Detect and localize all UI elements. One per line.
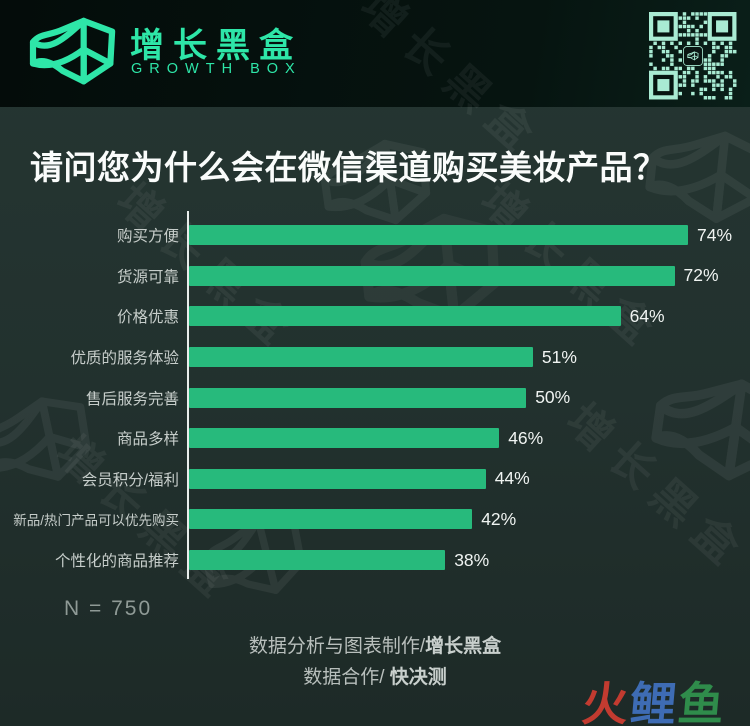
bar-track: 46% xyxy=(189,428,543,449)
value-label: 64% xyxy=(629,305,665,326)
bar xyxy=(189,306,621,327)
bar-track: 38% xyxy=(189,550,489,571)
bar-row: 价格优惠 64% xyxy=(0,296,750,337)
category-label: 优质的服务体验 xyxy=(70,350,179,368)
brand-name-cn: 增长黑盒 xyxy=(130,27,302,65)
bar-track: 72% xyxy=(189,265,719,286)
site-watermark-char: 火 xyxy=(579,678,631,726)
category-label: 购买方便 xyxy=(116,228,179,246)
sample-size-note: N = 750 xyxy=(64,597,153,620)
category-label: 商品多样 xyxy=(116,431,179,449)
bar-chart: 购买方便 74% 货源可靠 72% 价格优惠 64% 优质的服务体验 xyxy=(0,211,750,580)
bar-row: 新品/热门产品可以优先购买 42% xyxy=(0,499,750,540)
brand-name-en: GROWTH BOX xyxy=(131,61,302,77)
bar xyxy=(189,509,473,530)
chart-title: 请问您为什么会在微信渠道购买美妆产品？ xyxy=(30,149,667,186)
bar-track: 64% xyxy=(189,306,665,327)
site-watermark: 火鲤鱼 xyxy=(579,678,727,726)
credit-brand: 增长黑盒 xyxy=(425,636,502,657)
bar xyxy=(189,428,500,449)
category-label: 个性化的商品推荐 xyxy=(54,553,179,571)
bar-row: 货源可靠 72% xyxy=(0,256,750,297)
bar xyxy=(189,387,527,408)
y-axis-line xyxy=(187,211,189,579)
category-label: 价格优惠 xyxy=(116,309,179,327)
site-watermark-char: 鱼 xyxy=(675,678,727,726)
bar-track: 51% xyxy=(189,347,577,368)
value-label: 44% xyxy=(494,468,530,489)
bar-row: 个性化的商品推荐 38% xyxy=(0,540,750,581)
value-label: 74% xyxy=(697,224,733,245)
credit-line-analysis: 数据分析与图表制作/增长黑盒 xyxy=(0,631,750,658)
bar xyxy=(189,347,533,368)
bar xyxy=(189,550,446,571)
bar-track: 42% xyxy=(189,509,516,530)
bar-row: 商品多样 46% xyxy=(0,418,750,459)
credit-prefix: 数据分析与图表制作/ xyxy=(248,636,426,657)
category-label: 会员积分/福利 xyxy=(81,471,179,489)
bar-row: 优质的服务体验 51% xyxy=(0,337,750,378)
credit-prefix: 数据合作/ xyxy=(303,667,390,688)
value-label: 46% xyxy=(508,427,544,448)
value-label: 50% xyxy=(535,387,571,408)
bar-track: 50% xyxy=(189,387,570,408)
credit-brand: 快决测 xyxy=(389,667,447,688)
value-label: 51% xyxy=(541,346,577,367)
bar-track: 44% xyxy=(189,468,530,489)
qr-code xyxy=(649,12,737,100)
category-label: 新品/热门产品可以优先购买 xyxy=(13,513,179,529)
bar-track: 74% xyxy=(189,225,732,246)
bar-row: 会员积分/福利 44% xyxy=(0,459,750,500)
bar xyxy=(189,225,688,246)
header-bar: 增长黑盒 GROWTH BOX xyxy=(0,0,750,107)
bar-row: 售后服务完善 50% xyxy=(0,377,750,418)
site-watermark-char: 鲤 xyxy=(627,678,679,726)
value-label: 72% xyxy=(683,265,719,286)
bar-row: 购买方便 74% xyxy=(0,215,750,256)
bar xyxy=(189,265,675,286)
category-label: 售后服务完善 xyxy=(85,390,179,408)
value-label: 38% xyxy=(454,549,490,570)
credit-line-partner: 数据合作/ 快决测 xyxy=(0,662,750,689)
category-label: 货源可靠 xyxy=(116,268,179,286)
bar-rows: 购买方便 74% 货源可靠 72% 价格优惠 64% 优质的服务体验 xyxy=(0,215,750,580)
value-label: 42% xyxy=(481,508,517,529)
growth-box-logo-icon xyxy=(26,12,120,92)
bar xyxy=(189,468,486,489)
